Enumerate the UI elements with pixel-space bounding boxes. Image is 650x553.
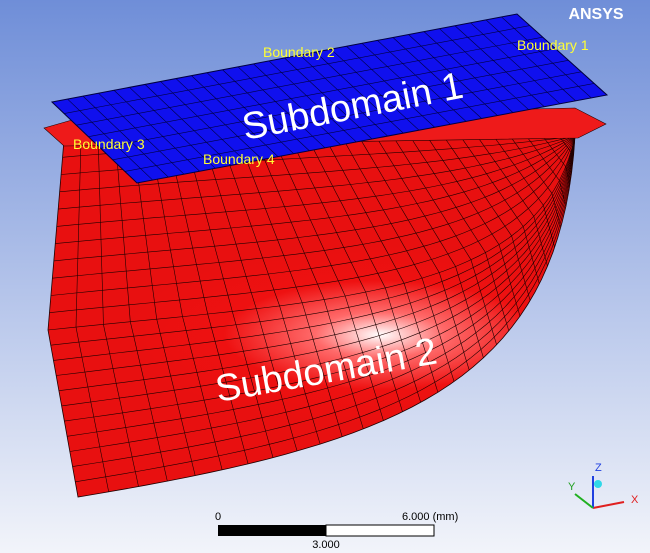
mesh-line [58, 135, 576, 210]
mesh-line [58, 135, 576, 391]
mesh-line [113, 90, 200, 172]
triad-sphere [594, 480, 602, 488]
axis-label: Z [595, 462, 602, 474]
x-axis [592, 501, 625, 509]
mesh-line [237, 66, 326, 149]
mesh-line [330, 48, 420, 131]
mesh-line [268, 60, 357, 143]
mesh-line [69, 135, 576, 452]
mesh-line [56, 135, 576, 376]
mesh-line [160, 81, 247, 163]
subdomain-1-mesh [50, 13, 609, 184]
mesh-line [56, 135, 576, 227]
mesh-line [454, 25, 545, 107]
mesh-line [377, 40, 467, 122]
mesh-line [50, 135, 576, 346]
mesh-line [75, 135, 576, 483]
mesh-line [315, 51, 404, 134]
mesh-line [423, 31, 514, 113]
boundary-label: Boundary 4 [203, 151, 275, 167]
mesh-line [299, 54, 388, 137]
scale-segment [218, 525, 326, 536]
axis-label: Y [568, 481, 576, 493]
mesh-line [53, 135, 576, 361]
mesh-line [206, 72, 294, 154]
brand-logo: ANSYS [568, 6, 623, 23]
mesh-line [124, 83, 595, 172]
mesh-line [112, 71, 582, 161]
mesh-line [392, 37, 482, 119]
boundary-label: Boundary 2 [263, 44, 335, 60]
mesh-line [501, 16, 592, 99]
mesh-line [53, 135, 576, 262]
mesh-line [52, 135, 576, 279]
mesh-line [361, 43, 451, 125]
mesh-line [55, 135, 576, 244]
scale-bar: 0 6.000 (mm) 3.000 [215, 511, 458, 551]
mesh-line [144, 84, 232, 166]
mesh-line [439, 28, 529, 110]
mesh-line [129, 87, 216, 169]
scale-label: 3.000 [312, 539, 340, 551]
mesh-line [284, 57, 373, 140]
y-axis [574, 493, 594, 509]
mesh-line [100, 59, 569, 149]
mesh-line [253, 63, 341, 146]
mesh-line [67, 98, 153, 181]
mesh-line [408, 34, 498, 116]
mesh-line [47, 135, 576, 331]
mesh-line [64, 135, 576, 422]
mesh-line [61, 135, 576, 407]
scale-label: 6.000 (mm) [402, 511, 458, 523]
boundary-label: Boundary 3 [73, 136, 145, 152]
mesh-line [222, 69, 310, 151]
subdomain-2-mesh [47, 127, 576, 498]
mesh-line [64, 25, 530, 114]
mesh-line [49, 135, 576, 313]
mesh-line [88, 48, 556, 138]
axis-label: X [631, 494, 639, 506]
mesh-line [346, 46, 435, 128]
mesh-line [76, 36, 543, 126]
mesh-line [50, 135, 576, 296]
boundary-label: Boundary 1 [517, 37, 589, 53]
scale-label: 0 [215, 511, 221, 523]
mesh-line [82, 95, 169, 178]
mesh-line [485, 19, 576, 102]
mesh-line [175, 78, 263, 160]
mesh-line [67, 135, 576, 437]
mesh-line [470, 22, 561, 105]
mesh-line [98, 92, 185, 175]
mesh-line [72, 135, 576, 467]
mesh-line [191, 75, 279, 157]
axis-triad: X Y Z [568, 462, 639, 509]
mesh-line [59, 135, 576, 193]
scale-segment [325, 524, 435, 537]
